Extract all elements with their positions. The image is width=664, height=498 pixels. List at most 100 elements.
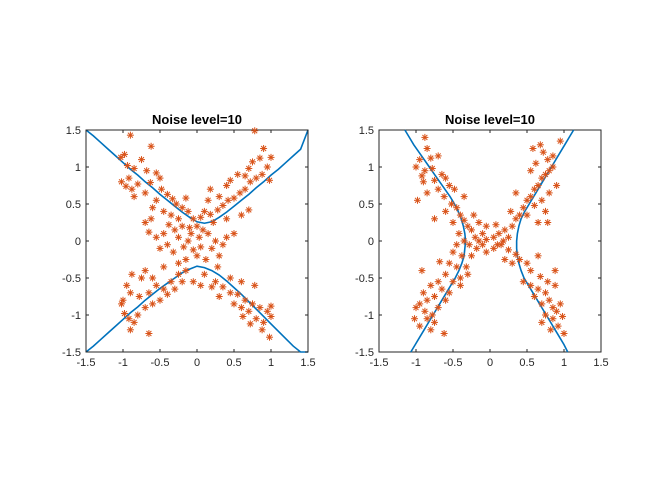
data-point xyxy=(449,219,457,226)
data-point xyxy=(418,172,426,180)
data-point xyxy=(123,281,131,289)
data-point xyxy=(419,289,427,297)
data-point xyxy=(530,293,538,300)
data-point xyxy=(130,193,138,201)
right-y-ticks: 1.5 1 0.5 0 -0.5 -1 -1.5 xyxy=(355,125,601,359)
data-point xyxy=(138,156,145,164)
data-point xyxy=(493,241,501,249)
y-tick-label: 0.5 xyxy=(359,199,374,211)
data-point xyxy=(252,315,260,323)
x-tick-label: -1 xyxy=(411,357,421,369)
right-points-group xyxy=(411,133,568,337)
data-point xyxy=(505,233,512,241)
left-subplot: Noise level=10 -1.5 -1 -0.5 0 0.5 1 1.5 1.5 1 0.… xyxy=(62,112,316,369)
data-point xyxy=(184,207,192,215)
data-point xyxy=(456,211,464,219)
data-point xyxy=(249,300,256,308)
data-point xyxy=(440,193,448,201)
data-point xyxy=(251,127,259,135)
data-point xyxy=(549,163,557,171)
data-point xyxy=(215,252,223,260)
data-point xyxy=(516,256,524,263)
data-point xyxy=(165,221,173,229)
data-point xyxy=(512,250,520,258)
data-point xyxy=(226,274,234,282)
data-point xyxy=(156,296,164,304)
data-point xyxy=(156,244,164,252)
data-point xyxy=(234,290,242,298)
data-point xyxy=(427,281,435,289)
data-point xyxy=(219,283,227,291)
data-point xyxy=(224,196,232,204)
data-point xyxy=(184,237,192,245)
data-point xyxy=(529,145,537,152)
data-point xyxy=(122,182,130,190)
data-point xyxy=(450,185,458,193)
data-point xyxy=(126,131,134,139)
data-point xyxy=(479,241,487,249)
data-point xyxy=(523,259,531,267)
data-point xyxy=(200,270,208,278)
data-point xyxy=(527,281,535,289)
left-plot-title: Noise level=10 xyxy=(152,112,242,127)
data-point xyxy=(519,204,527,212)
data-point xyxy=(239,312,247,320)
data-point xyxy=(152,196,160,204)
data-point xyxy=(145,228,153,236)
data-point xyxy=(141,189,149,197)
data-point xyxy=(215,193,223,201)
data-point xyxy=(556,300,564,308)
data-point xyxy=(560,330,568,337)
data-point xyxy=(167,211,175,219)
data-point xyxy=(252,174,260,182)
data-point xyxy=(226,289,234,297)
data-point xyxy=(149,204,157,212)
right-subplot: Noise level=10 -1.5 -1 -0.5 0 0.5 1 1.5 1.5 1 0.… xyxy=(355,112,609,369)
data-point xyxy=(212,278,219,286)
data-point xyxy=(501,256,509,263)
data-point xyxy=(460,193,468,201)
data-point xyxy=(204,196,212,204)
data-point xyxy=(197,281,205,289)
data-point xyxy=(519,278,527,286)
data-point xyxy=(130,318,138,326)
x-tick-label: 0 xyxy=(194,357,200,369)
data-point xyxy=(434,304,442,312)
data-point xyxy=(256,304,264,312)
left-curve-group xyxy=(85,129,309,353)
y-tick-label: -1 xyxy=(364,310,374,322)
data-point xyxy=(215,293,223,300)
data-point xyxy=(423,315,431,323)
data-point xyxy=(421,133,429,141)
data-point xyxy=(470,211,478,219)
data-point xyxy=(202,256,210,263)
data-point xyxy=(538,196,546,204)
data-point xyxy=(219,201,227,209)
data-point xyxy=(418,267,426,275)
data-point xyxy=(440,330,448,337)
data-point xyxy=(413,196,421,204)
data-point xyxy=(431,215,438,223)
data-point xyxy=(157,185,165,193)
data-point xyxy=(230,230,238,238)
left-plot-area xyxy=(85,129,309,353)
data-point xyxy=(436,258,444,266)
data-point xyxy=(530,201,538,209)
data-point xyxy=(539,148,547,156)
data-point xyxy=(206,210,214,218)
data-point xyxy=(260,145,268,152)
y-tick-label: -1.5 xyxy=(62,347,81,359)
data-point xyxy=(214,206,222,214)
data-point xyxy=(171,226,179,234)
data-point xyxy=(178,278,186,286)
left-y-ticks: 1.5 1 0.5 0 -0.5 -1 -1.5 xyxy=(62,125,308,359)
y-tick-label: 1 xyxy=(368,162,374,174)
x-tick-label: -1.5 xyxy=(370,357,389,369)
left-curve-lower xyxy=(85,265,308,353)
data-point xyxy=(152,169,160,177)
data-point xyxy=(223,215,231,223)
data-point xyxy=(128,185,136,193)
data-point xyxy=(172,200,180,208)
data-point xyxy=(234,170,242,178)
data-point xyxy=(241,172,249,180)
